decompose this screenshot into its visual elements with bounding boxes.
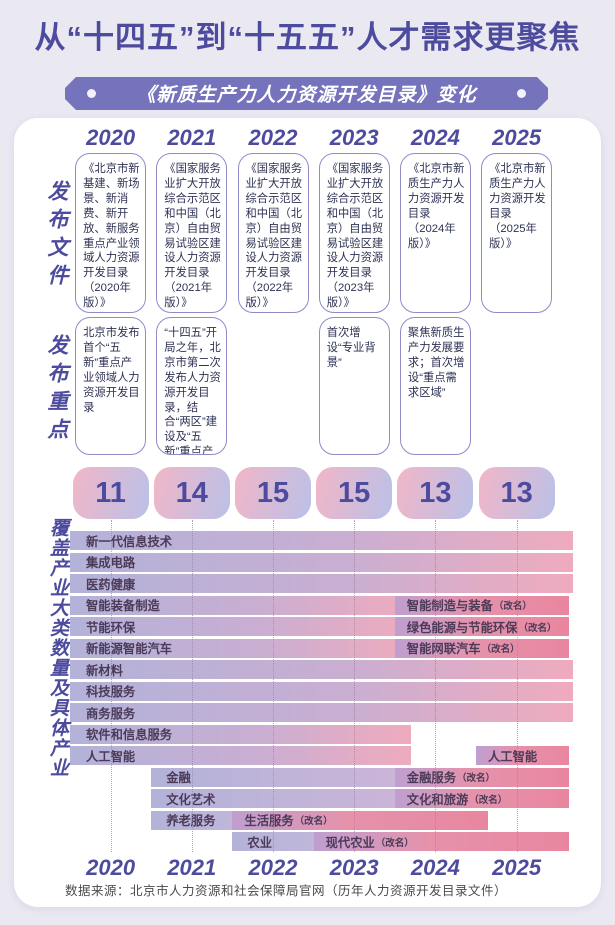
industry-bar-segment: 科技服务: [70, 681, 574, 701]
focus-box: “十四五”开局之年，北京市第二次发布人力资源开发目录，结合“两区”建设及“五新”…: [156, 317, 228, 455]
year-label-top: 2024: [410, 125, 460, 150]
industry-bar-segment: 人工智能: [476, 746, 570, 765]
focus-box: 聚焦新质生产力发展要求；首次增设“重点需求区域”: [399, 317, 471, 455]
bar-renamed-suffix: （改名）: [518, 622, 557, 634]
industry-bar-segment: 文化艺术: [151, 789, 410, 808]
document-box: 《国家服务业扩大开放综合示范区和中国（北京）自由贸易试验区建设人力资源开发目录（…: [156, 153, 228, 313]
year-label-bottom: 2024: [410, 855, 460, 880]
column-dotted-line: [273, 520, 274, 852]
bar-label: 新一代信息技术: [86, 534, 173, 549]
bar-label: 生活服务: [244, 814, 294, 828]
content-card: 发布文件 发布重点 覆盖产业大类数量及具体产业 数据来源：北京市人力资源和社会保…: [14, 118, 601, 907]
industry-bar-segment: 医药健康: [70, 574, 574, 593]
column-dotted-line: [110, 520, 112, 852]
subtitle-banner: 《新质生产力人力资源开发目录》变化: [65, 77, 548, 110]
count-badge: 15: [316, 467, 393, 519]
bar-label: 智能制造与装备: [406, 599, 493, 613]
year-label-top: 2020: [86, 125, 136, 150]
focus-box: 北京市发布首个“五新”重点产业领域人力资源开发目录: [75, 317, 147, 455]
industry-bar-segment: 养老服务: [151, 810, 248, 830]
industry-bar-segment: 农业: [232, 832, 329, 851]
year-label-bottom: 2025: [492, 855, 542, 880]
year-label-bottom: 2021: [167, 855, 217, 880]
year-label-top: 2022: [248, 125, 298, 150]
year-label-top: 2023: [329, 125, 379, 150]
data-source: 数据来源：北京市人力资源和社会保障局官网（历年人力资源开发目录文件）: [65, 884, 508, 898]
bar-label: 文化和旅游: [406, 792, 469, 807]
document-box: 《北京市新质生产力人力资源开发目录（2024年版）》: [399, 153, 471, 313]
bar-label: 新材料: [86, 663, 123, 678]
count-badge: 13: [478, 467, 555, 519]
document-box: 《北京市新基建、新场景、新消费、新开放、新服务重点产业领域人力资源开发目录（20…: [75, 153, 147, 313]
count-badge: 11: [72, 467, 149, 519]
bar-label: 智能网联汽车: [406, 642, 481, 656]
industry-bar-segment: 金融: [151, 767, 410, 787]
industry-bar-segment: 商务服务: [70, 703, 574, 722]
industry-bar-segment: 金融服务 （改名）: [394, 767, 570, 787]
industry-bar-segment: 新一代信息技术: [70, 531, 574, 550]
bar-renamed-suffix: （改名）: [481, 644, 520, 655]
document-box: 《国家服务业扩大开放综合示范区和中国（北京）自由贸易试验区建设人力资源开发目录（…: [237, 153, 309, 313]
column-dotted-line: [191, 520, 193, 852]
bar-label: 绿色能源与节能环保: [406, 620, 518, 635]
row-label-focus: 发布重点: [45, 334, 68, 446]
industry-bar-segment: 新材料: [70, 660, 574, 679]
industry-bar-segment: 软件和信息服务: [70, 724, 411, 744]
bar-renamed-suffix: （改名）: [493, 601, 532, 612]
industry-bar-segment: 新能源智能汽车: [70, 638, 411, 658]
focus-box: 首次增设“专业背景”: [318, 317, 390, 455]
bar-label: 养老服务: [166, 814, 216, 828]
bar-label: 新能源智能汽车: [86, 642, 173, 656]
banner-dot-right-icon: [517, 89, 526, 98]
bar-renamed-suffix: （改名）: [375, 837, 414, 849]
industry-bar-segment: 智能网联汽车 （改名）: [394, 638, 570, 658]
year-label-top: 2021: [167, 125, 217, 150]
row-label-documents: 发布文件: [45, 180, 68, 292]
bar-label: 文化艺术: [166, 792, 216, 807]
bar-label: 智能装备制造: [86, 599, 160, 613]
document-box: 《北京市新质生产力人力资源开发目录（2025年版）》: [481, 153, 553, 313]
banner-dot-left-icon: [87, 89, 96, 98]
column-dotted-line: [516, 520, 518, 852]
industry-bar-segment: 智能装备制造: [70, 595, 411, 615]
industry-bar-segment: 人工智能: [70, 746, 411, 765]
industry-bar-segment: 现代农业 （改名）: [313, 832, 570, 851]
industry-bar-segment: 智能制造与装备 （改名）: [394, 595, 570, 615]
count-badge: 15: [235, 467, 311, 519]
document-box: 《国家服务业扩大开放综合示范区和中国（北京）自由贸易试验区建设人力资源开发目录（…: [318, 153, 390, 313]
bar-renamed-suffix: （改名）: [457, 773, 496, 784]
bar-label: 农业: [247, 835, 272, 850]
industry-bar-segment: 节能环保: [70, 617, 411, 636]
bar-label: 金融: [166, 771, 191, 785]
chart-axis-label: 覆盖产业大类数量及具体产业: [47, 518, 68, 778]
industry-bar-segment: 绿色能源与节能环保 （改名）: [394, 617, 570, 636]
column-dotted-line: [354, 520, 356, 852]
count-badge: 13: [397, 467, 474, 519]
year-label-bottom: 2020: [86, 855, 136, 880]
year-label-bottom: 2022: [248, 855, 298, 880]
count-badge: 14: [153, 467, 230, 519]
industry-bar-segment: 集成电路: [70, 552, 574, 572]
subtitle-text: 《新质生产力人力资源开发目录》变化: [136, 85, 477, 106]
page-title: 从“十四五”到“十五五”人才需求更聚焦: [34, 20, 581, 55]
bar-label: 现代农业: [325, 835, 375, 850]
industry-bar-segment: 生活服务 （改名）: [232, 810, 488, 830]
year-label-top: 2025: [492, 125, 542, 150]
bar-label: 软件和信息服务: [86, 728, 173, 742]
bar-renamed-suffix: （改名）: [469, 794, 508, 806]
column-dotted-line: [435, 520, 437, 852]
year-label-bottom: 2023: [329, 855, 379, 880]
bar-label: 人工智能: [488, 749, 538, 764]
bar-label: 金融服务: [406, 771, 456, 785]
industry-bar-segment: 文化和旅游 （改名）: [394, 789, 570, 808]
bar-renamed-suffix: （改名）: [294, 816, 333, 827]
